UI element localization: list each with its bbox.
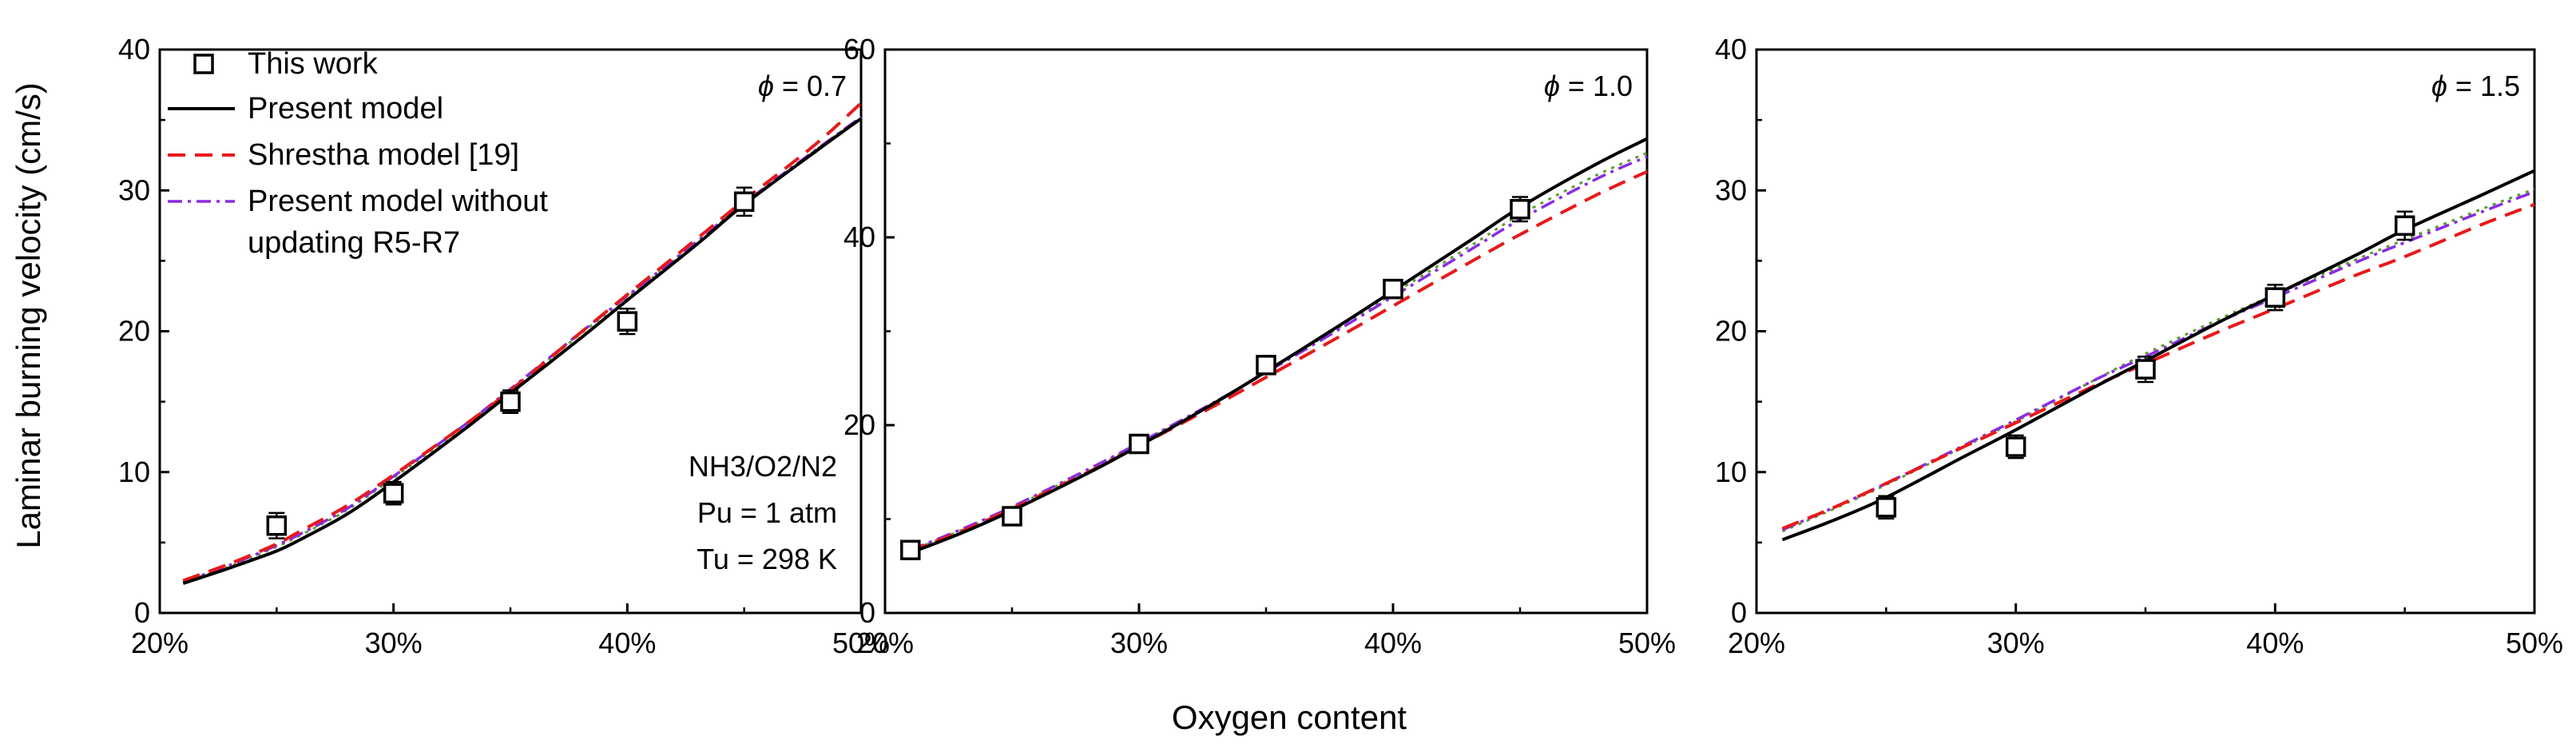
panel-phi-label: ϕ = 1.5 — [2431, 70, 2520, 102]
y-tick-label: 0 — [134, 596, 150, 629]
data-point — [900, 539, 921, 561]
data-point — [2135, 355, 2156, 384]
x-tick-label: 30% — [1987, 627, 2045, 659]
data-point — [266, 511, 288, 539]
x-axis-label: Oxygen content — [1172, 698, 1407, 736]
data-point — [2264, 284, 2286, 312]
panel-3: 20% 30% 40% 50% 0 10 20 30 40 ϕ = 1.5 — [1715, 33, 2563, 659]
plot-frame — [1755, 48, 2536, 615]
annotation-line: Tu = 298 K — [697, 543, 837, 575]
data-point — [500, 389, 521, 414]
y-tick-label: 10 — [1715, 456, 1747, 488]
panel-phi-label: ϕ = 1.0 — [1544, 70, 1633, 102]
series-line-1 — [910, 137, 1648, 555]
x-tick-label: 20% — [1728, 627, 1785, 659]
series-line-1 — [1781, 169, 2535, 542]
y-tick-label: 40 — [1715, 33, 1747, 66]
y-tick-label: 20 — [1715, 315, 1747, 348]
legend-label: updating R5-R7 — [248, 226, 460, 260]
y-tick-label: 0 — [859, 596, 875, 629]
plot-frame — [883, 48, 1649, 615]
y-tick-label: 20 — [843, 408, 875, 441]
data-point — [1383, 278, 1403, 300]
data-point — [1256, 355, 1276, 376]
y-tick-label: 60 — [843, 33, 875, 66]
y-tick-label: 0 — [1731, 596, 1747, 629]
series-line-2 — [1781, 203, 2535, 531]
annotation-line: NH3/O2/N2 — [689, 450, 837, 483]
x-tick-label: 30% — [365, 627, 423, 659]
data-point — [1129, 433, 1149, 455]
panel-phi-label: ϕ = 0.7 — [758, 70, 847, 102]
conditions-annotation: NH3/O2/N2 Pu = 1 atm Tu = 298 K — [689, 450, 837, 575]
data-point — [733, 186, 755, 217]
y-tick-label: 10 — [118, 456, 150, 488]
x-tick-label: 20% — [856, 627, 914, 659]
y-tick-label: 40 — [118, 33, 150, 66]
y-tick-label: 20 — [118, 315, 150, 348]
data-point — [1002, 506, 1022, 527]
x-tick-label: 50% — [2506, 627, 2563, 659]
series-line-2 — [910, 169, 1648, 553]
data-point — [383, 480, 404, 506]
y-tick-label: 40 — [843, 221, 875, 253]
series-line-4 — [910, 151, 1648, 552]
legend-label: Present model without — [248, 185, 548, 218]
legend-label: Present model — [248, 92, 443, 125]
legend-marker — [193, 54, 214, 74]
annotation-line: Pu = 1 atm — [697, 496, 837, 529]
panel-2: 20% 30% 40% 50% 0 20 40 60 ϕ = 1.0 — [843, 33, 1676, 659]
x-tick-label: 20% — [131, 627, 189, 659]
x-tick-label: 50% — [1618, 627, 1676, 659]
y-axis-label: Laminar burning velocity (cm/s) — [10, 82, 47, 549]
legend-label: Shrestha model [19] — [248, 138, 519, 172]
data-point — [1510, 196, 1530, 223]
data-point — [617, 308, 638, 336]
x-tick-label: 40% — [1364, 627, 1422, 659]
x-tick-label: 30% — [1110, 627, 1168, 659]
y-tick-label: 30 — [1715, 173, 1747, 206]
data-point — [1875, 495, 1897, 520]
y-tick-label: 30 — [118, 173, 150, 206]
data-point — [2005, 434, 2026, 460]
x-tick-label: 40% — [598, 627, 656, 659]
legend-label: This work — [248, 47, 379, 81]
x-tick-label: 50% — [832, 627, 890, 659]
legend: This work Present model Shrestha model [19… — [168, 47, 548, 260]
x-tick-label: 40% — [2246, 627, 2304, 659]
series-line-3 — [910, 155, 1648, 551]
data-point — [2394, 210, 2415, 241]
